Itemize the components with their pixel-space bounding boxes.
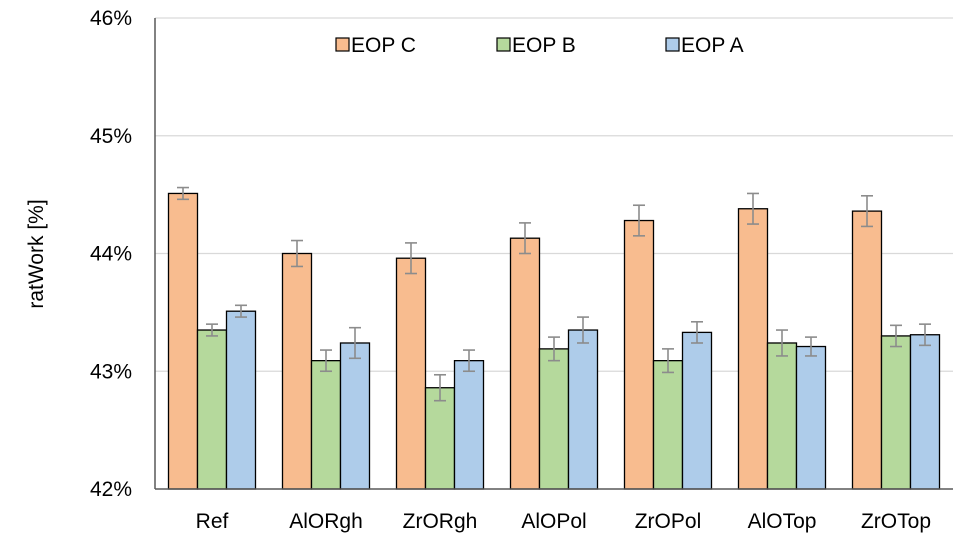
y-tick-label: 42% <box>90 478 132 501</box>
bar <box>652 360 684 490</box>
bar <box>681 331 713 490</box>
bar <box>395 257 427 490</box>
y-tick-labels: 42% 43% 44% 45% 46% <box>90 7 132 501</box>
legend: EOP C EOP B EOP A <box>335 34 744 57</box>
bars-group <box>167 192 941 490</box>
bar <box>851 210 883 490</box>
y-axis-label: ratWork [%] <box>25 199 48 308</box>
legend-label: EOP A <box>681 34 744 57</box>
x-tick-label: ZrORgh <box>403 510 478 533</box>
y-tick-label: 46% <box>90 7 132 30</box>
error-bars-group <box>177 186 931 402</box>
bar <box>623 219 655 490</box>
x-tick-labels: Ref AlORgh ZrORgh AlOPol ZrOPol AlOTop ZrOTop <box>196 510 931 533</box>
bar <box>310 360 342 490</box>
bar <box>339 342 371 490</box>
legend-swatch <box>335 37 350 52</box>
legend-swatch <box>665 37 680 52</box>
bar <box>281 252 313 490</box>
bar <box>453 360 485 490</box>
y-tick-label: 43% <box>90 360 132 383</box>
x-tick-label: AlOPol <box>521 510 586 533</box>
x-tick-label: AlOTop <box>748 510 817 533</box>
bar <box>538 348 570 490</box>
bar <box>909 334 941 490</box>
legend-label: EOP C <box>351 34 416 57</box>
gridlines <box>155 17 953 372</box>
x-tick-label: Ref <box>196 510 229 533</box>
bar <box>509 237 541 490</box>
bar <box>196 329 228 490</box>
bar <box>567 329 599 490</box>
bar <box>225 310 257 490</box>
bar <box>167 192 199 490</box>
x-tick-label: AlORgh <box>289 510 363 533</box>
axes <box>154 18 953 490</box>
bar <box>766 342 798 490</box>
bar <box>424 387 456 490</box>
legend-label: EOP B <box>512 34 576 57</box>
bar <box>737 208 769 490</box>
bar <box>880 335 912 490</box>
y-tick-label: 45% <box>90 125 132 148</box>
x-tick-label: ZrOPol <box>635 510 702 533</box>
bar <box>795 345 827 490</box>
x-tick-label: ZrOTop <box>861 510 931 533</box>
y-tick-label: 44% <box>90 243 132 266</box>
legend-swatch <box>496 37 511 52</box>
